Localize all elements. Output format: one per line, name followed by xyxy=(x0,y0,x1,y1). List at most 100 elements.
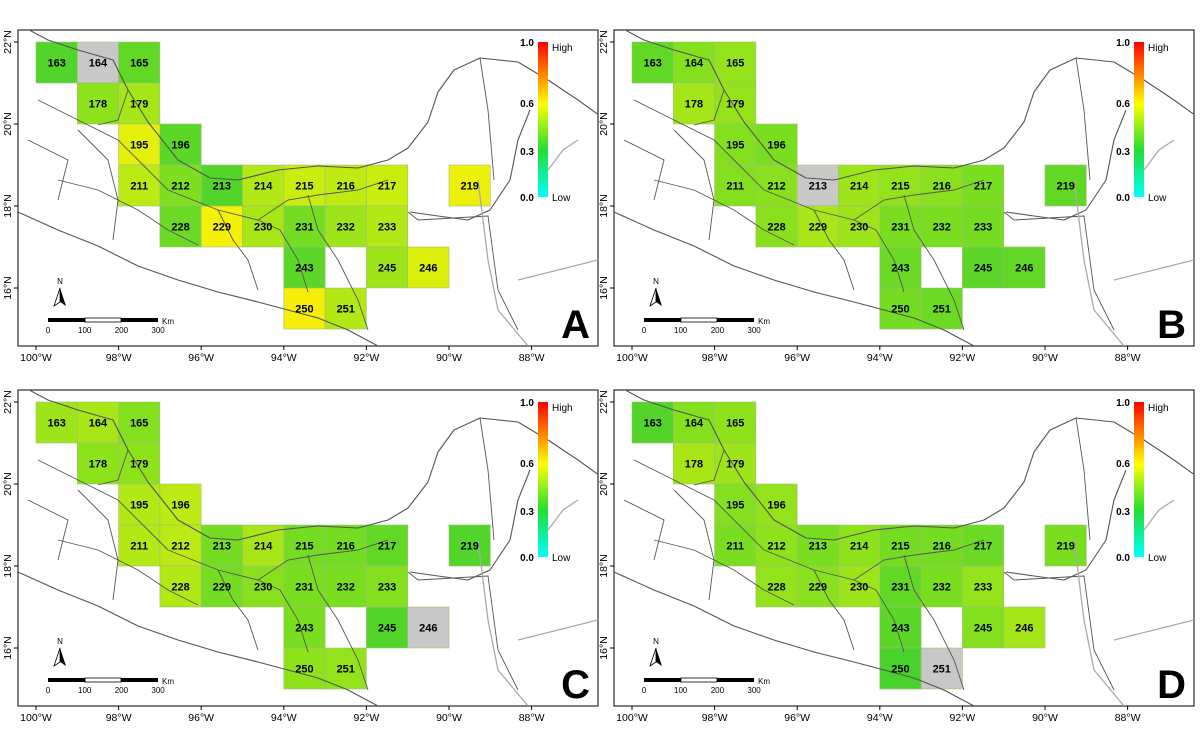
cell-label-214: 214 xyxy=(850,181,869,193)
cell-label-163: 163 xyxy=(643,58,661,70)
legend-tick-label: 1.0 xyxy=(520,398,534,409)
grid-cell-195 xyxy=(714,123,757,166)
coastline xyxy=(28,390,598,541)
grid-cell-230 xyxy=(242,205,285,248)
lon-tick-label: 96°W xyxy=(784,352,810,364)
grid-cell-251 xyxy=(920,647,963,690)
lon-tick-label: 92°W xyxy=(354,352,380,364)
state-border xyxy=(37,459,169,551)
grid-cell-219 xyxy=(1044,164,1087,207)
legend-colorbar xyxy=(1134,42,1144,197)
lon-tick-label: 90°W xyxy=(1032,352,1058,364)
grid-cell-231 xyxy=(879,205,922,248)
cell-label-246: 246 xyxy=(1015,263,1033,275)
cell-label-215: 215 xyxy=(295,181,313,193)
cell-label-251: 251 xyxy=(933,304,951,316)
scale-unit-label: Km xyxy=(162,677,174,686)
legend-low-label: Low xyxy=(552,553,571,564)
cell-label-196: 196 xyxy=(767,140,785,152)
cell-label-230: 230 xyxy=(254,582,272,594)
cell-label-232: 232 xyxy=(933,582,951,594)
grid-cell-214 xyxy=(838,524,881,567)
grid-cell-217 xyxy=(962,164,1004,207)
grid-cell-212 xyxy=(159,164,202,207)
legend-high-label: High xyxy=(1148,403,1169,414)
lon-tick-label: 92°W xyxy=(354,712,380,724)
cell-label-217: 217 xyxy=(974,181,992,193)
state-border xyxy=(633,99,765,191)
cell-label-164: 164 xyxy=(89,58,108,70)
north-arrow-icon: N xyxy=(53,277,66,307)
cell-label-250: 250 xyxy=(295,304,313,316)
cell-label-229: 229 xyxy=(809,222,827,234)
state-border xyxy=(653,179,795,246)
cell-label-219: 219 xyxy=(460,181,478,193)
lon-tick-label: 96°W xyxy=(188,712,214,724)
state-border xyxy=(407,211,519,331)
grid-cell-246 xyxy=(407,246,450,289)
legend-tick-label: 0.3 xyxy=(1116,507,1130,518)
cell-label-230: 230 xyxy=(850,582,868,594)
grid-cell-216 xyxy=(920,524,963,567)
scale-tick-label: 200 xyxy=(711,326,725,335)
grid-cell-212 xyxy=(755,164,798,207)
map-panel-a: 163 164 165 178 179 195 196 211 212 213 214 215 216 2… xyxy=(2,29,599,364)
cell-label-213: 213 xyxy=(809,181,827,193)
grid-cell-211 xyxy=(118,164,161,207)
coastline xyxy=(28,30,598,181)
state-border xyxy=(693,449,725,486)
legend-tick-label: 0.6 xyxy=(1116,459,1130,470)
grid-cell-178 xyxy=(76,82,119,125)
cell-label-219: 219 xyxy=(1056,181,1074,193)
lat-tick-label: 22°N xyxy=(2,390,14,413)
svg-text:N: N xyxy=(653,637,659,646)
country-border xyxy=(547,139,579,171)
state-border xyxy=(257,179,389,221)
state-border xyxy=(853,539,985,581)
state-border xyxy=(37,99,169,191)
legend-tick-label: 0.3 xyxy=(1116,147,1130,158)
country-border xyxy=(1113,619,1194,641)
state-border xyxy=(479,417,495,541)
legend-colorbar xyxy=(1134,402,1144,557)
lat-tick-label: 20°N xyxy=(2,112,14,135)
legend-tick-label: 0.6 xyxy=(1116,99,1130,110)
grid-cell-163 xyxy=(35,41,78,84)
state-border xyxy=(763,189,905,293)
coastline xyxy=(1005,109,1127,221)
cell-label-243: 243 xyxy=(891,623,909,635)
lon-tick-label: 94°W xyxy=(271,712,297,724)
cell-label-246: 246 xyxy=(1015,623,1033,635)
cell-label-217: 217 xyxy=(378,181,396,193)
grid-cell-246 xyxy=(1003,606,1046,649)
cell-label-212: 212 xyxy=(171,181,189,193)
cell-label-215: 215 xyxy=(295,541,313,553)
grid-cell-179 xyxy=(118,82,161,125)
scale-tick-label: 0 xyxy=(642,686,647,695)
scale-tick-label: 100 xyxy=(674,326,688,335)
cell-label-231: 231 xyxy=(891,582,909,594)
lon-tick-label: 92°W xyxy=(950,352,976,364)
cell-label-211: 211 xyxy=(726,181,744,193)
country-border xyxy=(547,499,579,531)
cell-label-165: 165 xyxy=(726,418,744,430)
cell-label-211: 211 xyxy=(130,181,148,193)
state-border xyxy=(763,549,905,653)
grid-cell-219 xyxy=(448,524,491,567)
grid-cell-233 xyxy=(962,565,1004,608)
lat-tick-label: 20°N xyxy=(598,472,610,495)
cell-label-178: 178 xyxy=(89,459,107,471)
cell-label-228: 228 xyxy=(767,582,785,594)
state-border xyxy=(623,499,665,561)
cell-label-245: 245 xyxy=(974,623,992,635)
cell-label-216: 216 xyxy=(933,541,951,553)
cell-label-230: 230 xyxy=(254,222,272,234)
coastline xyxy=(409,109,531,221)
scale-tick-label: 100 xyxy=(674,686,688,695)
cell-label-229: 229 xyxy=(213,582,231,594)
legend-tick-label: 0.3 xyxy=(520,147,534,158)
grid-cell-212 xyxy=(755,524,798,567)
cell-label-211: 211 xyxy=(130,541,148,553)
